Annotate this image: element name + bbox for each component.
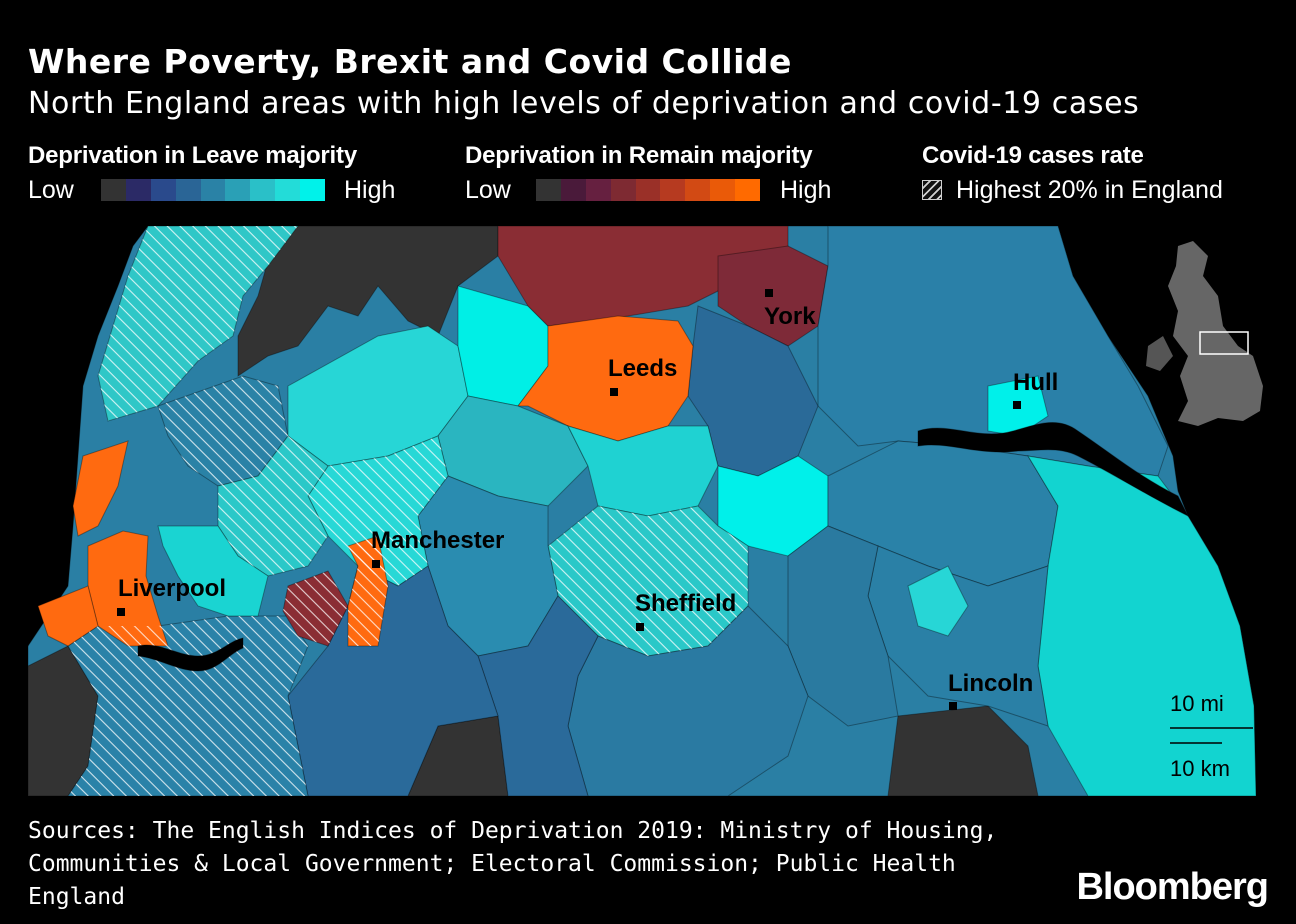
legend-swatch <box>225 179 251 201</box>
ireland-outline <box>1146 336 1173 371</box>
humber-estuary <box>917 422 1190 518</box>
legend-swatch <box>200 179 226 201</box>
legend-swatch <box>710 179 736 201</box>
legend-remain-title: Deprivation in Remain majority <box>465 142 813 169</box>
choropleth-map: York Leeds Hull Manchester Liverpool She… <box>28 226 1268 796</box>
legend-swatch <box>685 179 711 201</box>
legend-swatch <box>300 179 326 201</box>
city-liverpool: Liverpool <box>117 575 226 616</box>
legend-remain-high: High <box>780 176 832 204</box>
legend-leave-title: Deprivation in Leave majority <box>28 142 357 169</box>
legend-leave-low: Low <box>28 176 74 204</box>
city-lincoln: Lincoln <box>948 670 1033 710</box>
city-label-lincoln: Lincoln <box>948 670 1033 697</box>
city-label-york: York <box>764 303 816 330</box>
area-lincoln <box>907 565 969 637</box>
legend-swatch <box>660 179 686 201</box>
legend-remain: Deprivation in Remain majority Low High <box>465 142 895 206</box>
legend-swatch <box>610 179 636 201</box>
city-leeds: Leeds <box>608 355 677 396</box>
chart-subtitle: North England areas with high levels of … <box>28 86 1140 121</box>
legend-swatch <box>585 179 611 201</box>
legend-remain-low: Low <box>465 176 511 204</box>
city-label-manchester: Manchester <box>371 527 504 554</box>
bloomberg-logo: Bloomberg <box>1076 866 1269 908</box>
legend-swatch <box>175 179 201 201</box>
legend-covid-label: Highest 20% in England <box>956 176 1223 204</box>
city-label-leeds: Leeds <box>608 355 677 382</box>
legend-swatch <box>635 179 661 201</box>
area-harrogate <box>497 226 789 327</box>
legend-swatch <box>536 179 561 201</box>
area-chesterfield <box>567 605 809 796</box>
city-hull: Hull <box>1013 369 1058 409</box>
legend-swatch <box>250 179 276 201</box>
legend-swatch <box>735 179 761 201</box>
area-north-dark <box>237 226 499 377</box>
uk-inset-map <box>1146 241 1263 426</box>
area-south-dark <box>407 715 509 796</box>
legend-swatch <box>101 179 126 201</box>
city-label-sheffield: Sheffield <box>635 590 736 617</box>
legend-remain-ramp <box>536 179 761 201</box>
hatch-swatch-icon <box>922 180 942 200</box>
legend-swatch <box>125 179 151 201</box>
legend-swatch <box>275 179 301 201</box>
legend-swatch <box>560 179 586 201</box>
legend-leave-ramp <box>101 179 326 201</box>
legend-swatch <box>150 179 176 201</box>
scale-bar: 10 mi 10 km <box>1170 691 1253 781</box>
area-wakefield <box>567 425 719 517</box>
area-derbyshire-dales <box>477 595 599 796</box>
mersey-estuary <box>137 637 244 672</box>
city-label-hull: Hull <box>1013 369 1058 396</box>
legend-leave: Deprivation in Leave majority Low High <box>28 142 428 206</box>
scale-km-label: 10 km <box>1170 756 1230 781</box>
inset-highlight-box <box>1199 331 1249 355</box>
chart-title: Where Poverty, Brexit and Covid Collide <box>28 42 792 81</box>
city-sheffield: Sheffield <box>635 590 736 631</box>
legend-covid: Covid-19 cases rate Highest 20% in Engla… <box>922 142 1272 206</box>
source-note: Sources: The English Indices of Deprivat… <box>28 818 998 910</box>
covid-hatch-overlay <box>68 226 748 796</box>
area-southeast-dark <box>887 705 1039 796</box>
legend-covid-title: Covid-19 cases rate <box>922 142 1144 169</box>
city-york: York <box>764 289 816 330</box>
uk-outline <box>1168 241 1263 426</box>
city-label-liverpool: Liverpool <box>118 575 226 602</box>
legend-leave-high: High <box>344 176 396 204</box>
area-blackpool <box>72 440 129 537</box>
city-manchester: Manchester <box>371 527 504 568</box>
scale-mi-label: 10 mi <box>1170 691 1224 716</box>
